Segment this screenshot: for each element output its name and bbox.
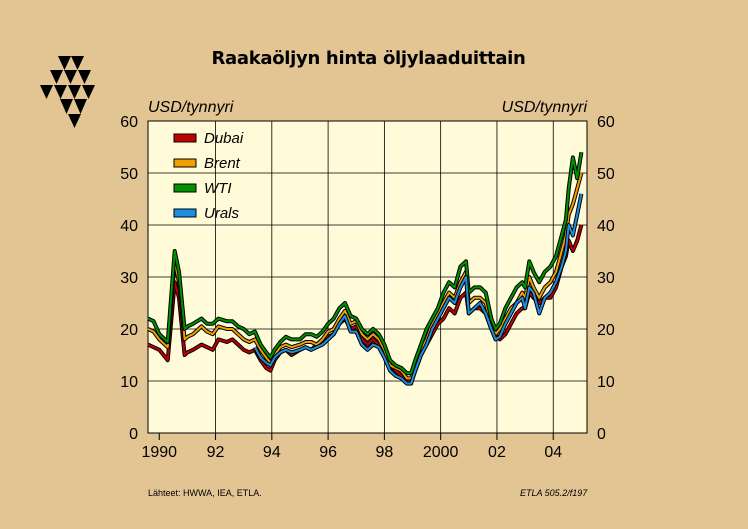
figure-code: ETLA 505.2/f197 xyxy=(520,488,588,498)
x-tick-label: 1990 xyxy=(141,444,177,461)
etla-logo-icon xyxy=(40,56,95,128)
x-tick-label: 98 xyxy=(375,444,393,461)
y-tick-label-right: 60 xyxy=(597,114,615,131)
legend-swatch-wti xyxy=(173,183,197,193)
y-tick-label-left: 50 xyxy=(120,166,138,183)
series-line-brent xyxy=(147,172,583,380)
price-chart: 0 0 10 10 20 20 30 30 40 40 50 50 60 60 1990 92 94 96 98 20… xyxy=(120,114,615,461)
y-tick-label-left: 10 xyxy=(120,374,138,391)
chart-title: Raakaöljyn hinta öljylaaduittain xyxy=(211,48,526,69)
y-tick-label-left: 0 xyxy=(129,426,138,443)
y-axis-label-left: USD/tynnyri xyxy=(148,99,234,116)
x-tick-label: 2000 xyxy=(423,444,459,461)
sources-note: Lähteet: HWWA, IEA, ETLA. xyxy=(148,488,262,498)
y-tick-label-right: 50 xyxy=(597,166,615,183)
x-tick-label: 02 xyxy=(488,444,506,461)
series-line-wti xyxy=(147,152,583,375)
legend-swatch-dubai xyxy=(173,133,197,143)
y-tick-label-left: 20 xyxy=(120,322,138,339)
x-tick-label: 92 xyxy=(207,444,225,461)
y-tick-label-right: 0 xyxy=(597,426,606,443)
y-tick-label-left: 40 xyxy=(120,218,138,235)
x-tick-label: 94 xyxy=(263,444,281,461)
y-tick-label-right: 10 xyxy=(597,374,615,391)
legend-swatch-brent xyxy=(173,158,197,168)
series-line-urals xyxy=(254,193,583,385)
legend-label-brent: Brent xyxy=(204,155,241,172)
y-tick-label-left: 30 xyxy=(120,270,138,287)
x-tick-label: 96 xyxy=(319,444,337,461)
y-tick-label-left: 60 xyxy=(120,114,138,131)
y-tick-label-right: 20 xyxy=(597,322,615,339)
legend-label-wti: WTI xyxy=(204,180,232,197)
y-tick-label-right: 30 xyxy=(597,270,615,287)
y-axis-label-right: USD/tynnyri xyxy=(501,99,587,116)
legend-swatch-urals xyxy=(173,208,197,218)
legend-label-urals: Urals xyxy=(204,205,240,222)
x-tick-label: 04 xyxy=(544,444,562,461)
y-tick-label-right: 40 xyxy=(597,218,615,235)
series-line-dubai xyxy=(147,224,583,382)
legend-label-dubai: Dubai xyxy=(204,130,244,147)
